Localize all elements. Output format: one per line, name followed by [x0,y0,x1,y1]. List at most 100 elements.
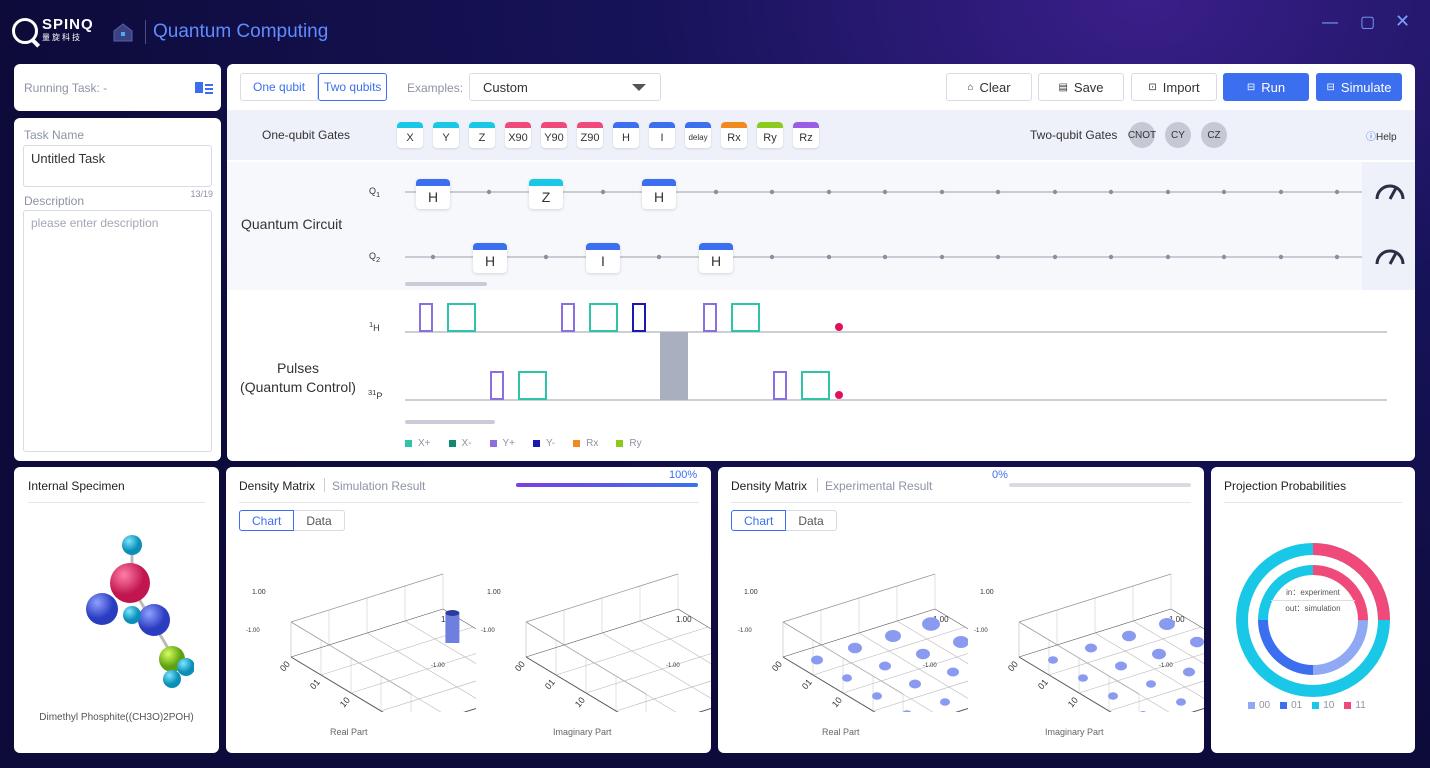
gate-x90[interactable]: X90 [505,122,531,148]
tab-exp-data[interactable]: Data [786,510,837,531]
gate-y[interactable]: Y [433,122,459,148]
sim-real-label: Real Part [330,727,368,737]
task-list-icon[interactable] [195,81,213,95]
clear-button[interactable]: ⌂ Clear [946,73,1032,101]
circuit-gate-q1-z[interactable]: Z [529,179,563,209]
circuit-gate-q1-h1[interactable]: H [416,179,450,209]
qubit-mode-tabs: One qubit Two qubits [240,73,388,101]
gate-x[interactable]: X [397,122,423,148]
density-disc [879,661,891,671]
specimen-panel: Internal Specimen Dimethyl Phosphite((CH… [14,467,219,753]
gate-cy[interactable]: CY [1165,122,1191,148]
legend-label: Ry [629,438,642,449]
axis-tick-label: 1.00 [487,589,501,596]
gate-label: X90 [508,131,528,144]
simulate-button[interactable]: ⊟ Simulate [1316,73,1402,101]
qubit-label-q1: Q1 [369,186,381,199]
channel-label-31p: 31P [368,388,383,401]
density-disc [811,655,823,665]
run-button[interactable]: ⊟ Run [1223,73,1309,101]
legend-swatch [573,440,581,447]
density-disc [1190,636,1204,648]
gate-z90[interactable]: Z90 [577,122,603,148]
density-disc [1152,648,1166,660]
qubit-label-q2: Q2 [369,251,381,264]
minimize-icon[interactable]: — [1322,14,1338,31]
legend-swatch [533,440,541,447]
exp-real-plot: 1.001.00-1.00-1.000001101100011011 [738,562,1056,736]
density-3d-plot: 1.001.00-1.00-1.000001101100011011 [738,573,1056,736]
circuit-gate-q1-h2-label: H [653,189,665,205]
description-label: Description [24,194,85,208]
close-icon[interactable]: ✕ [1395,11,1411,31]
task-name-input[interactable]: Untitled Task [23,145,212,187]
legend-swatch [405,440,412,447]
circuit-gate-q2-h1[interactable]: H [473,243,507,273]
description-textarea[interactable]: please enter description [23,210,212,452]
sim-subtitle: Simulation Result [332,479,426,493]
running-task-label: Running Task: - [24,81,108,95]
density-disc [953,636,969,648]
circuit-gate-q2-h1-label: H [484,253,496,269]
circuit-gate-q2-i[interactable]: I [586,243,620,273]
circuit-gate-q1-h2[interactable]: H [642,179,676,209]
exp-imag-label: Imaginary Part [1045,727,1104,737]
axis-tick-label: 01 [543,677,557,691]
gate-h[interactable]: H [613,122,639,148]
app-title: Quantum Computing [153,21,329,42]
save-button[interactable]: ▤ Save [1038,73,1124,101]
axis-tick-label: 1.00 [980,589,994,596]
gate-cnot[interactable]: CNOT [1128,122,1156,148]
legend-label: Y- [546,438,556,449]
legend-item-rx: Rx [573,438,598,449]
brand-sub: 量旋科技 [42,33,82,42]
circuit-gate-q2-h2[interactable]: H [699,243,733,273]
import-button[interactable]: ⊡ Import [1131,73,1217,101]
gate-y90[interactable]: Y90 [541,122,567,148]
density-disc [885,630,901,642]
legend-label: X+ [418,438,431,449]
tab-exp-chart[interactable]: Chart [731,510,787,531]
help-link[interactable]: ⓘHelp [1366,128,1397,143]
projection-inner-label: in：experiment [1286,588,1340,597]
gate-rx[interactable]: Rx [721,122,747,148]
sim-progress-text: 100% [669,469,698,481]
legend-item-yplus: Y+ [489,438,515,449]
sim-real-plot: 1.001.00-1.00-1.000001101100011011 [246,562,564,736]
axis-tick-label: 1.00 [933,615,949,624]
tab-two-qubits[interactable]: Two qubits [318,73,388,101]
examples-select[interactable]: Custom [469,73,661,101]
sim-title: Density Matrix [239,479,316,493]
axis-tick-label: -1.00 [666,663,680,669]
maximize-icon[interactable]: ▢ [1360,14,1376,31]
density-3d-plot: 1.001.00-1.00-1.000001101100011011 [974,573,1292,736]
measure-q2-icon[interactable] [1373,244,1407,268]
gate-cz[interactable]: CZ [1201,122,1227,148]
tab-sim-chart[interactable]: Chart [239,510,295,531]
pulse-sequence [405,303,1387,424]
gate-rz[interactable]: Rz [793,122,819,148]
gate-delay[interactable]: delay [685,122,711,148]
axis-tick-label: 01 [1036,677,1050,691]
axis-tick-label: 10 [1066,695,1080,709]
tab-one-qubit[interactable]: One qubit [240,73,319,101]
density-disc [1176,698,1186,706]
save-icon: ▤ [1058,81,1068,93]
tab-sim-data[interactable]: Data [294,510,345,531]
measure-q1-icon[interactable] [1373,179,1407,203]
density-disc [1108,692,1118,700]
gate-ry[interactable]: Ry [757,122,783,148]
gate-label: Y90 [544,131,564,144]
pulse-legend: X+ X- Y+ Y- Rx Ry [405,438,642,449]
gate-z[interactable]: Z [469,122,495,148]
task-name-label: Task Name [24,128,85,142]
legend-item-yminus: Y- [533,438,555,449]
specimen-title: Internal Specimen [28,479,125,493]
experimental-density-panel: Density Matrix Experimental Result 0% Ch… [718,467,1292,753]
home-icon[interactable] [112,22,134,42]
pulses-label: Pulses (Quantum Control) [240,360,356,395]
gate-i[interactable]: I [649,122,675,148]
run-icon: ⊟ [1246,81,1256,93]
density-disc [1115,661,1127,671]
